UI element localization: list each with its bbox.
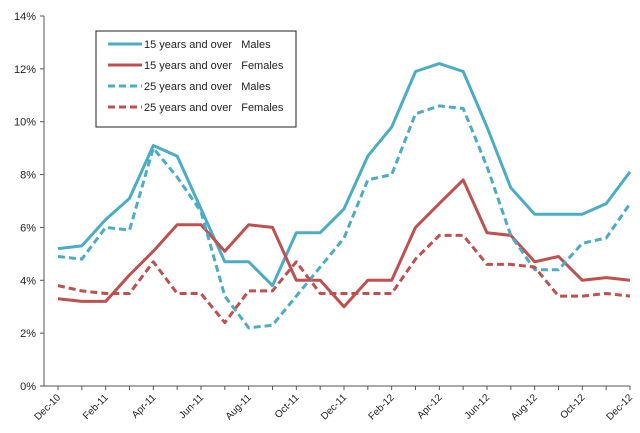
legend-entry: 15 years and over Females xyxy=(144,60,284,72)
y-tick-label: 12% xyxy=(14,64,36,76)
series-line-2 xyxy=(57,178,631,309)
x-tick-label: Aug-12 xyxy=(509,392,540,423)
x-tick-label: Dec-12 xyxy=(605,392,636,423)
x-tick-label: Dec-10 xyxy=(33,392,64,423)
chart-legend: 15 years and over Males 15 years and over… xyxy=(95,30,297,128)
series-line-3 xyxy=(57,104,632,330)
chart-series xyxy=(57,62,632,330)
x-tick-label: Apr-11 xyxy=(130,392,159,421)
y-tick-label: 2% xyxy=(20,328,36,340)
y-tick-label: 0% xyxy=(20,381,36,393)
legend-box xyxy=(95,30,297,128)
legend-entry: 25 years and over Females xyxy=(144,102,284,114)
x-tick-label: Apr-12 xyxy=(415,392,444,421)
x-tick-label: Dec-11 xyxy=(319,392,349,422)
y-tick-label: 4% xyxy=(20,275,36,287)
x-tick-label: Oct-11 xyxy=(273,392,302,421)
y-tick-label: 14% xyxy=(14,11,36,23)
x-tick-label: Feb-11 xyxy=(81,392,111,422)
x-tick-label: Oct-12 xyxy=(558,392,587,421)
series-line-1 xyxy=(57,62,632,288)
y-tick-label: 8% xyxy=(20,170,36,182)
y-tick-label: 6% xyxy=(20,222,36,234)
x-tick-label: Jun-12 xyxy=(463,392,493,422)
legend-entry: 25 years and over Males xyxy=(144,81,271,93)
x-tick-label: Jun-11 xyxy=(177,392,206,421)
y-tick-label: 10% xyxy=(14,117,36,129)
x-tick-label: Aug-11 xyxy=(224,392,254,422)
x-tick-label: Feb-12 xyxy=(367,392,397,422)
legend-entry: 15 years and over Males xyxy=(144,39,271,51)
series-line-4 xyxy=(57,233,631,325)
